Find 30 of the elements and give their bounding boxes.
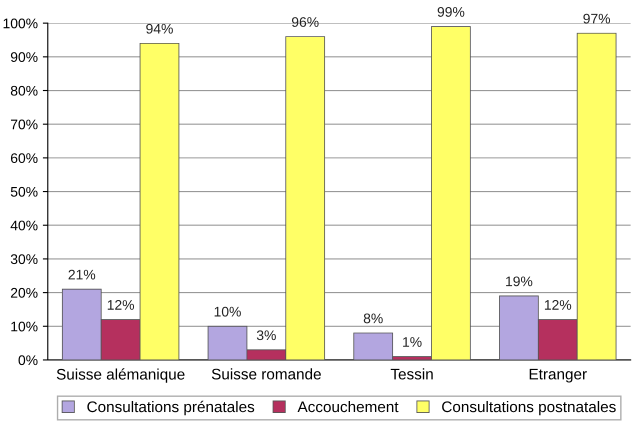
x-tick-label: Suisse romande	[212, 368, 321, 380]
y-tick-label: 70%	[10, 120, 38, 130]
y-tick-label: 30%	[10, 254, 38, 264]
data-label: 12%	[544, 300, 572, 310]
data-label: 97%	[583, 14, 610, 24]
y-tick-label: 100%	[4, 18, 38, 28]
y-tick-label: 0%	[18, 355, 38, 366]
y-tick-label: 50%	[10, 186, 38, 197]
data-label: 99%	[438, 7, 464, 17]
data-label: 21%	[68, 270, 96, 280]
legend-label: Accouchement	[298, 400, 398, 412]
y-tick-label: 20%	[10, 288, 38, 298]
data-label: 96%	[292, 17, 319, 27]
y-tick-label: 40%	[10, 220, 38, 230]
data-label: 12%	[108, 300, 134, 310]
x-tick-label: Tessin	[390, 368, 433, 380]
data-label: 10%	[214, 306, 241, 317]
data-label: 3%	[256, 330, 276, 340]
y-tick-label: 10%	[11, 322, 38, 332]
y-tick-label: 80%	[10, 86, 38, 96]
y-tick-label: 60%	[10, 153, 38, 164]
x-tick-label: Suisse alémanique	[56, 368, 185, 383]
x-tick-label: Etranger	[530, 368, 587, 383]
data-label: 1%	[403, 337, 422, 347]
data-label: 94%	[146, 24, 173, 34]
data-label: 19%	[506, 276, 532, 286]
legend-label: Consultations postnatales	[442, 400, 616, 416]
y-tick-label: 90%	[10, 52, 38, 62]
data-label: 8%	[364, 313, 383, 324]
legend-label: Consultations prénatales	[87, 400, 254, 416]
